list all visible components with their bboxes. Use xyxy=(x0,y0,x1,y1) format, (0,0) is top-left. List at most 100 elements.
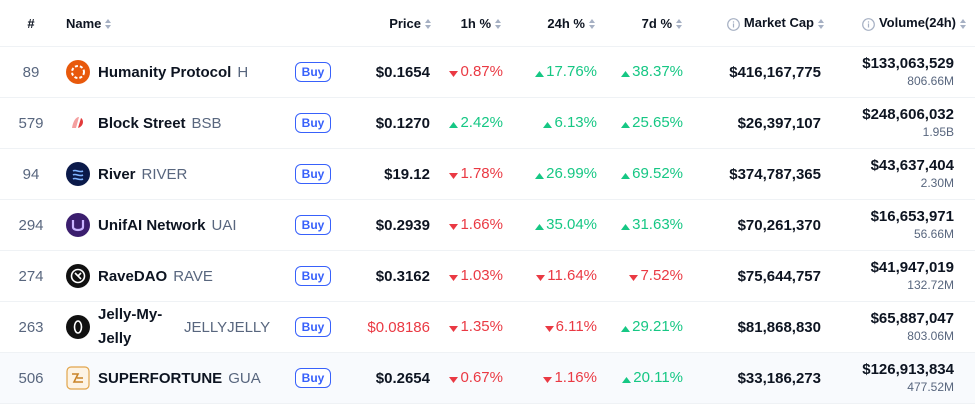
caret-up-icon xyxy=(535,64,545,81)
sort-icon xyxy=(494,18,502,30)
price-header[interactable]: Price xyxy=(344,0,440,47)
name-header-label: Name xyxy=(66,15,102,31)
caret-up-icon xyxy=(621,64,631,81)
change-7d: 29.21% xyxy=(608,301,699,353)
change-7d: 7.52% xyxy=(608,250,699,302)
info-icon[interactable] xyxy=(727,17,740,31)
change-value: 1.66% xyxy=(460,216,503,234)
volume-token: 477.52M xyxy=(907,380,954,394)
change-24h: 6.11% xyxy=(524,301,608,353)
caret-down-icon xyxy=(449,217,459,234)
coin-symbol: GUA xyxy=(228,369,261,387)
buy-button[interactable]: Buy xyxy=(294,164,332,184)
sort-icon xyxy=(424,18,432,30)
coin-symbol: BSB xyxy=(191,114,222,132)
1h-header[interactable]: 1h % xyxy=(440,0,524,47)
change-24h: 35.04% xyxy=(524,199,608,251)
1h-header-label: 1h % xyxy=(460,15,491,31)
coin-symbol: UAI xyxy=(211,216,237,234)
volume-cell: $133,063,529 806.66M xyxy=(827,46,975,98)
coin-logo-icon xyxy=(66,315,90,339)
buy-button[interactable]: Buy xyxy=(294,215,332,235)
change-value: 2.42% xyxy=(460,114,503,132)
market-cap-cell: $416,167,775 xyxy=(699,46,827,98)
volume-cell: $16,653,971 56.66M xyxy=(827,199,975,251)
coin-name[interactable]: Block Street xyxy=(98,114,186,132)
24h-header[interactable]: 24h % xyxy=(524,0,608,47)
table-row[interactable]: 263 Jelly-My-Jelly JELLYJELLY Buy $0.081… xyxy=(0,301,975,353)
rank-cell: 263 xyxy=(0,301,62,353)
buy-cell: Buy xyxy=(282,301,344,353)
volume-cell: $248,606,032 1.95B xyxy=(827,97,975,149)
market-cap-cell: $70,261,370 xyxy=(699,199,827,251)
volume-usd[interactable]: $126,913,834 xyxy=(862,361,954,378)
volume-usd[interactable]: $248,606,032 xyxy=(862,106,954,123)
change-value: 17.76% xyxy=(546,63,597,81)
volume-usd[interactable]: $16,653,971 xyxy=(870,208,954,225)
name-cell[interactable]: Block Street BSB xyxy=(62,97,282,149)
market-cap-cell: $81,868,830 xyxy=(699,301,827,353)
change-value: 6.11% xyxy=(555,318,597,336)
change-24h: 26.99% xyxy=(524,148,608,200)
market-cap-cell: $26,397,107 xyxy=(699,97,827,149)
caret-down-icon xyxy=(449,268,459,285)
coin-name[interactable]: River xyxy=(98,165,136,183)
name-cell[interactable]: SUPERFORTUNE GUA xyxy=(62,352,282,404)
table-row[interactable]: 94 River RIVER Buy $19.12 1.78% 26.99% 6… xyxy=(0,148,975,200)
buy-cell: Buy xyxy=(282,250,344,302)
rank-cell: 89 xyxy=(0,46,62,98)
volume-cell: $43,637,404 2.30M xyxy=(827,148,975,200)
name-cell[interactable]: Humanity Protocol H xyxy=(62,46,282,98)
change-7d: 20.11% xyxy=(608,352,699,404)
volume-header-label: Volume(24h) xyxy=(878,15,956,31)
info-icon[interactable] xyxy=(862,17,875,31)
change-1h: 2.42% xyxy=(440,97,524,149)
change-7d: 38.37% xyxy=(608,46,699,98)
buy-cell: Buy xyxy=(282,148,344,200)
price-cell: $0.3162 xyxy=(344,250,440,302)
caret-up-icon xyxy=(535,217,545,234)
volume-usd[interactable]: $133,063,529 xyxy=(862,55,954,72)
buy-button[interactable]: Buy xyxy=(294,368,332,388)
market-cap-header[interactable]: Market Cap xyxy=(699,0,827,47)
coin-name[interactable]: UnifAI Network xyxy=(98,216,206,234)
change-value: 25.65% xyxy=(632,114,683,132)
name-cell[interactable]: River RIVER xyxy=(62,148,282,200)
coin-logo-icon xyxy=(66,162,90,186)
volume-usd[interactable]: $41,947,019 xyxy=(870,259,954,276)
coin-name[interactable]: RaveDAO xyxy=(98,267,168,285)
buy-button[interactable]: Buy xyxy=(294,317,332,337)
name-cell[interactable]: UnifAI Network UAI xyxy=(62,199,282,251)
volume-usd[interactable]: $43,637,404 xyxy=(870,157,954,174)
table-row[interactable]: 506 SUPERFORTUNE GUA Buy $0.2654 0.67% 1… xyxy=(0,352,975,404)
rank-header[interactable]: # xyxy=(0,0,62,47)
name-header[interactable]: Name xyxy=(62,0,282,47)
name-cell[interactable]: RaveDAO RAVE xyxy=(62,250,282,302)
coin-name[interactable]: Humanity Protocol xyxy=(98,63,232,81)
volume-header[interactable]: Volume(24h) xyxy=(827,0,975,47)
change-7d: 25.65% xyxy=(608,97,699,149)
rank-cell: 94 xyxy=(0,148,62,200)
table-row[interactable]: 89 Humanity Protocol H Buy $0.1654 0.87%… xyxy=(0,46,975,98)
sort-icon xyxy=(817,18,825,30)
change-value: 69.52% xyxy=(632,165,683,183)
table-row[interactable]: 294 UnifAI Network UAI Buy $0.2939 1.66%… xyxy=(0,199,975,251)
buy-cell: Buy xyxy=(282,352,344,404)
caret-up-icon xyxy=(621,166,631,183)
volume-usd[interactable]: $65,887,047 xyxy=(870,310,954,327)
volume-cell: $41,947,019 132.72M xyxy=(827,250,975,302)
price-cell: $0.08186 xyxy=(344,301,440,353)
7d-header[interactable]: 7d % xyxy=(608,0,699,47)
buy-button[interactable]: Buy xyxy=(294,62,332,82)
coin-name[interactable]: Jelly-My-Jelly xyxy=(98,306,163,347)
table-row[interactable]: 579 Block Street BSB Buy $0.1270 2.42% 6… xyxy=(0,97,975,149)
coin-logo-icon xyxy=(66,366,90,390)
buy-button[interactable]: Buy xyxy=(294,113,332,133)
table-row[interactable]: 274 RaveDAO RAVE Buy $0.3162 1.03% 11.64… xyxy=(0,250,975,302)
7d-header-label: 7d % xyxy=(641,15,672,31)
buy-button[interactable]: Buy xyxy=(294,266,332,286)
coin-name[interactable]: SUPERFORTUNE xyxy=(98,369,223,387)
name-cell[interactable]: Jelly-My-Jelly JELLYJELLY xyxy=(62,301,282,353)
market-cap-header-label: Market Cap xyxy=(743,15,814,31)
